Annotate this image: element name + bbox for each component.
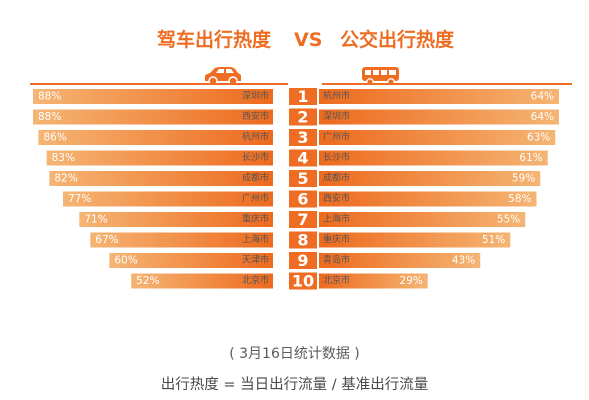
left-bar: [109, 253, 273, 268]
right-value-label: 64%: [531, 91, 554, 103]
right-value-label: 51%: [482, 234, 505, 246]
right-bar: [319, 212, 526, 227]
right-value-label: 55%: [497, 214, 520, 226]
rank-box: [289, 88, 317, 105]
left-value-label: 88%: [38, 111, 61, 123]
left-value-label: 52%: [136, 275, 159, 287]
right-bar: [319, 89, 559, 104]
rank-number: 1: [297, 87, 308, 106]
left-category-label: 长沙市: [242, 151, 269, 163]
left-value-label: 67%: [95, 234, 118, 246]
left-bar: [131, 273, 273, 289]
left-value-label: 88%: [38, 91, 61, 103]
left-title: 驾车出行热度: [157, 29, 272, 51]
right-value-label: 29%: [399, 275, 422, 287]
right-bar: [319, 253, 481, 268]
right-value-label: 59%: [512, 173, 535, 185]
right-value-label: 61%: [519, 152, 542, 164]
right-category-label: 北京市: [323, 274, 350, 286]
right-category-label: 长沙市: [323, 151, 350, 163]
left-value-label: 86%: [43, 132, 66, 144]
formula-note: 出行热度 = 当日出行流量 / 基准出行流量: [160, 377, 429, 393]
rank-box: [289, 108, 317, 126]
right-bar: [319, 150, 548, 166]
right-bar: [319, 273, 428, 289]
left-value-label: 82%: [54, 173, 77, 185]
left-category-label: 天津市: [242, 254, 269, 266]
left-category-label: 杭州市: [242, 131, 269, 143]
left-bar: [49, 171, 274, 186]
vs-label: VS: [294, 29, 323, 51]
rank-box: [289, 272, 317, 290]
rank-box: [289, 231, 317, 249]
right-bar: [319, 130, 556, 145]
right-bar: [319, 109, 559, 125]
rank-number: 4: [297, 149, 308, 168]
rank-number: 9: [297, 251, 308, 270]
left-value-label: 77%: [68, 193, 91, 205]
left-bar: [79, 212, 273, 227]
right-bar: [319, 171, 541, 186]
right-value-label: 63%: [527, 132, 550, 144]
left-category-label: 成都市: [242, 172, 269, 184]
car-icon: [205, 67, 241, 86]
right-bar: [319, 232, 511, 248]
right-value-label: 64%: [531, 111, 554, 123]
rank-box: [289, 129, 317, 146]
rank-box: [289, 252, 317, 269]
bus-icon: [362, 67, 399, 86]
left-bar: [63, 191, 273, 207]
left-value-label: 71%: [84, 214, 107, 226]
date-note: ( 3月16日统计数据 ): [229, 346, 360, 362]
rank-box: [289, 170, 317, 187]
right-bar: [319, 191, 537, 207]
rank-number: 10: [292, 272, 314, 291]
left-bar: [46, 150, 273, 166]
left-category-label: 深圳市: [242, 90, 269, 102]
rank-box: [289, 149, 317, 167]
left-category-label: 广州市: [242, 192, 269, 204]
rank-number: 5: [297, 169, 308, 188]
rank-number: 7: [297, 210, 308, 229]
right-category-label: 青岛市: [323, 254, 350, 266]
left-category-label: 北京市: [242, 274, 269, 286]
right-category-label: 杭州市: [323, 90, 350, 102]
left-value-label: 83%: [52, 152, 75, 164]
rank-box: [289, 190, 317, 208]
left-bar: [38, 130, 273, 145]
right-category-label: 上海市: [323, 213, 350, 225]
right-title: 公交出行热度: [340, 29, 455, 51]
right-category-label: 重庆市: [323, 233, 350, 245]
rank-number: 6: [297, 190, 308, 209]
rank-number: 8: [297, 231, 308, 250]
left-category-label: 重庆市: [242, 213, 269, 225]
left-category-label: 上海市: [242, 233, 269, 245]
left-bar: [33, 89, 273, 104]
rank-box: [289, 211, 317, 228]
right-category-label: 成都市: [323, 172, 350, 184]
right-category-label: 西安市: [323, 192, 350, 204]
left-value-label: 60%: [114, 255, 137, 267]
right-value-label: 43%: [452, 255, 475, 267]
rank-number: 2: [297, 108, 308, 127]
left-bar: [90, 232, 273, 248]
left-category-label: 西安市: [242, 110, 269, 122]
right-category-label: 深圳市: [323, 110, 350, 122]
right-category-label: 广州市: [323, 131, 350, 143]
right-value-label: 58%: [508, 193, 531, 205]
rank-number: 3: [297, 128, 308, 147]
left-bar: [33, 109, 273, 125]
